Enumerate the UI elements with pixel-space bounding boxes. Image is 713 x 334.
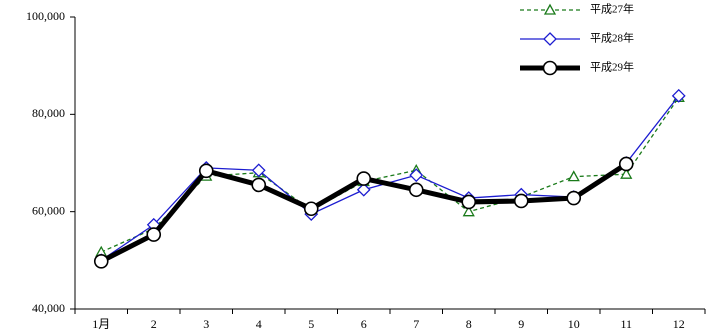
legend-label: 平成29年: [590, 60, 634, 74]
y-tick-label: 60,000: [32, 203, 65, 217]
y-tick-label: 40,000: [32, 301, 65, 315]
x-tick-label: 8: [466, 317, 472, 331]
x-tick-label: 4: [256, 317, 262, 331]
legend-marker: [543, 32, 557, 46]
series-line: [100, 95, 680, 261]
marker: [303, 201, 319, 217]
marker: [462, 205, 475, 217]
marker: [567, 170, 580, 182]
marker: [146, 227, 162, 242]
x-tick-label: 7: [413, 317, 419, 331]
series: [93, 156, 634, 269]
x-tick-label: 3: [203, 317, 209, 331]
marker: [356, 182, 371, 197]
marker: [618, 156, 634, 172]
x-tick-label: 12: [673, 317, 685, 331]
x-tick-label: 9: [518, 317, 524, 331]
marker: [620, 167, 633, 179]
marker: [566, 190, 582, 206]
marker: [356, 171, 372, 186]
x-tick-label: 1月: [92, 317, 110, 331]
y-tick-label: 100,000: [26, 9, 65, 23]
x-tick-label: 2: [151, 317, 157, 331]
marker: [461, 194, 477, 210]
series: [94, 88, 686, 268]
series-line: [100, 96, 680, 253]
x-tick-label: 10: [568, 317, 580, 331]
y-tick-label: 80,000: [32, 106, 65, 120]
legend-label: 平成28年: [590, 31, 634, 45]
marker: [671, 88, 686, 103]
marker: [251, 163, 266, 178]
marker: [409, 168, 424, 183]
marker: [251, 177, 267, 193]
marker: [408, 182, 424, 198]
legend-label: 平成27年: [590, 2, 634, 16]
marker: [513, 193, 529, 209]
x-tick-label: 5: [308, 317, 314, 331]
x-tick-label: 6: [361, 317, 367, 331]
x-tick-label: 11: [620, 317, 632, 331]
marker: [93, 254, 109, 269]
marker: [198, 163, 214, 179]
legend-marker: [543, 3, 557, 15]
series: [95, 90, 685, 257]
legend-marker: [542, 60, 558, 76]
